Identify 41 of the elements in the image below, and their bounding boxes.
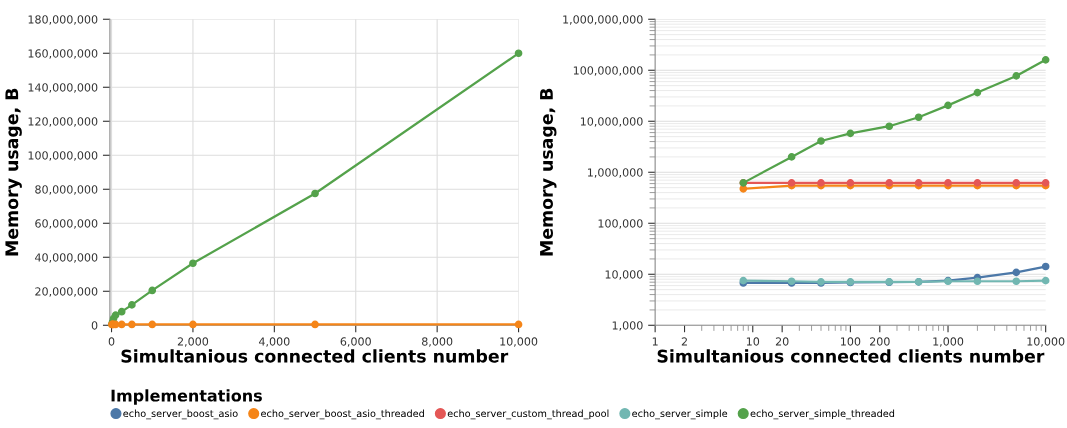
x-axis-title: Simultanious connected clients number xyxy=(657,349,1045,363)
y-tick-label: 100,000 xyxy=(598,219,643,229)
x-tick-label: 2 xyxy=(681,337,687,346)
x-tick-label: 6,000 xyxy=(340,337,371,347)
x-tick-label: 20 xyxy=(775,337,789,346)
y-tick-label: 180,000,000 xyxy=(28,15,98,25)
x-tick-label: 4,000 xyxy=(258,337,290,347)
x-tick-label: 2,000 xyxy=(177,337,209,347)
y-axis-title: Memory usage, B xyxy=(5,88,22,256)
y-tick-label: 160,000,000 xyxy=(28,49,98,59)
legend-label: echo_server_boost_asio_threaded xyxy=(261,409,424,420)
y-tick-label: 60,000,000 xyxy=(35,219,98,229)
y-tick-label: 80,000,000 xyxy=(35,185,98,195)
x-tick-label: 10 xyxy=(746,337,760,346)
y-tick-label: 140,000,000 xyxy=(28,83,98,93)
y-tick-label: 10,000,000 xyxy=(580,117,643,127)
y-tick-label: 10,000 xyxy=(605,270,643,280)
x-tick-label: 200 xyxy=(870,337,890,346)
y-tick-label: 100,000,000 xyxy=(28,151,98,161)
x-tick-label: 1 xyxy=(652,337,658,346)
legend-label: echo_server_boost_asio xyxy=(123,409,238,420)
y-tick-label: 1,000,000,000 xyxy=(563,15,643,25)
y-axis-title: Memory usage, B xyxy=(540,88,557,256)
legend-title: Implementations xyxy=(111,389,262,405)
y-tick-label: 1,000 xyxy=(612,321,643,331)
y-tick-label: 120,000,000 xyxy=(28,117,98,127)
y-tick-label: 40,000,000 xyxy=(35,253,98,263)
x-tick-label: 100 xyxy=(841,337,861,346)
y-tick-label: 1,000,000 xyxy=(588,168,643,178)
y-tick-label: 100,000,000 xyxy=(573,66,643,76)
x-tick-label: 1,000 xyxy=(933,337,964,347)
y-tick-label: 20,000,000 xyxy=(35,287,98,297)
legend-label: echo_server_simple_threaded xyxy=(750,409,895,420)
x-tick-label: 10,000 xyxy=(500,337,538,347)
y-tick-label: 0 xyxy=(91,321,98,330)
legend-label: echo_server_custom_thread_pool xyxy=(447,409,609,420)
legend-label: echo_server_simple xyxy=(632,409,728,420)
x-tick-label: 8,000 xyxy=(422,337,453,347)
x-tick-label: 0 xyxy=(108,337,115,346)
x-tick-label: 10,000 xyxy=(1027,337,1065,347)
x-axis-title: Simultanious connected clients number xyxy=(121,349,509,363)
